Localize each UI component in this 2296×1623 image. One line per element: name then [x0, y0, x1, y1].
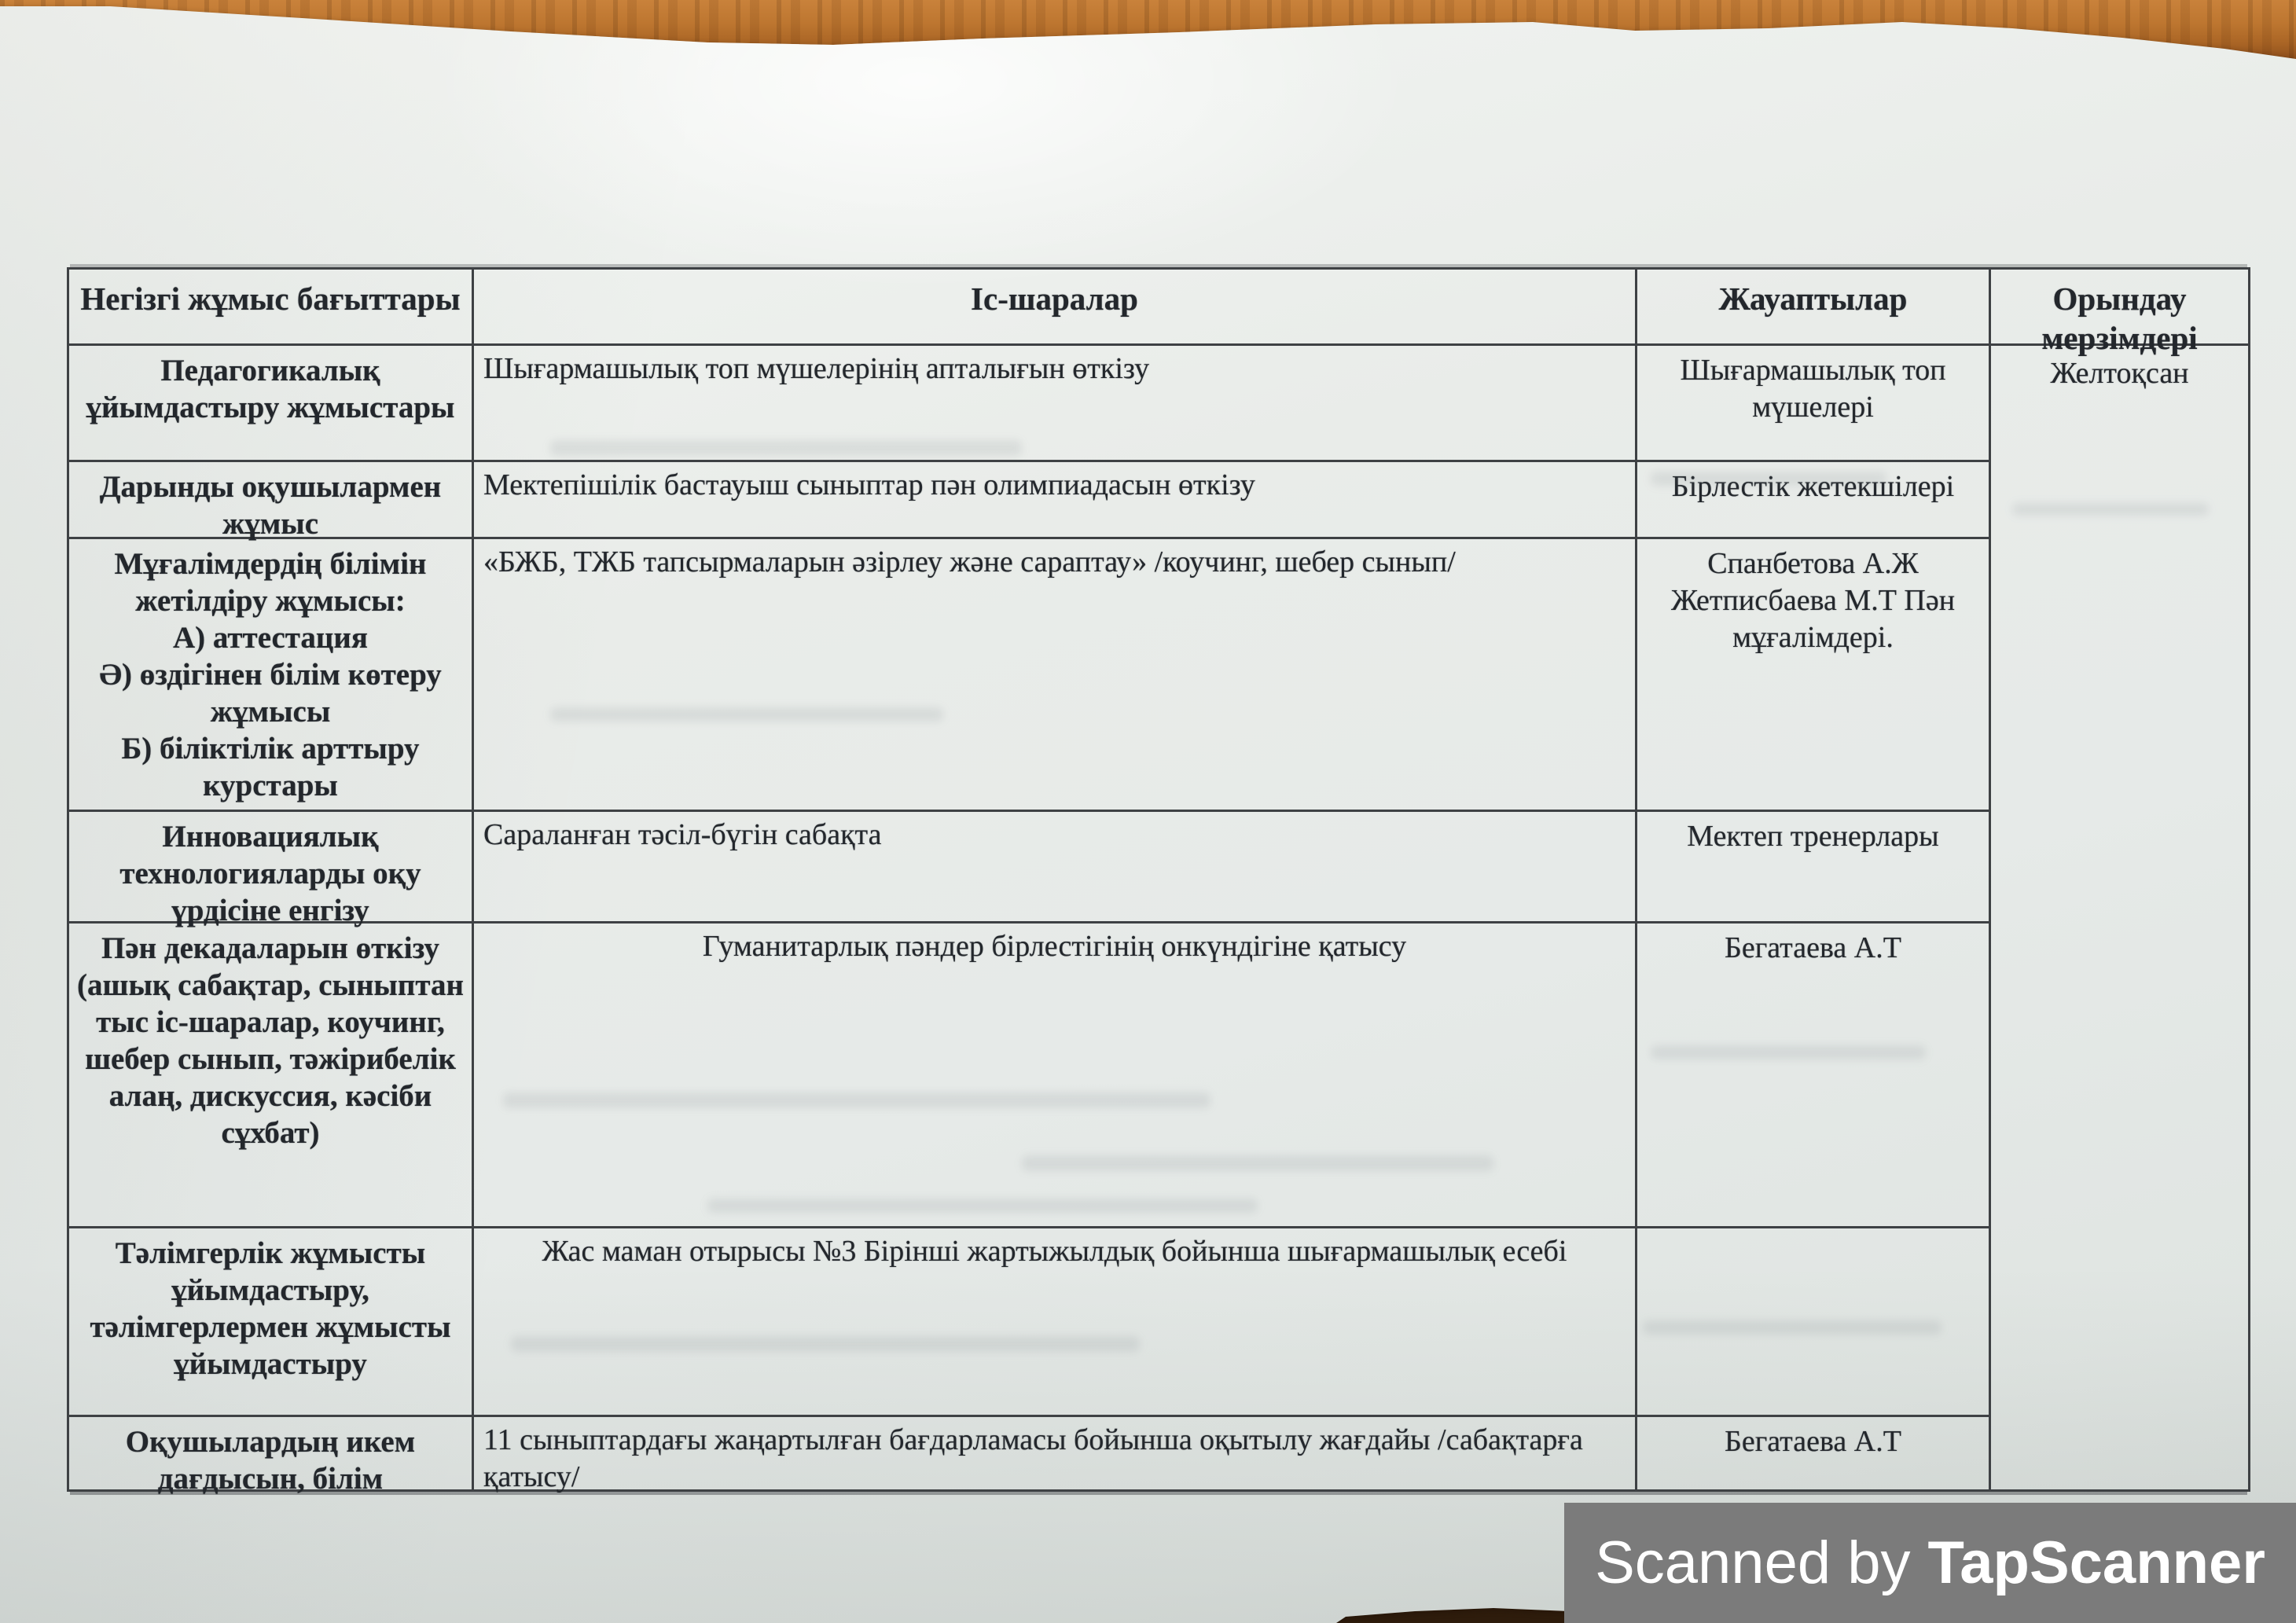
cell-responsible-row3: Спанбетова А.Ж Жетписбаева М.Т Пән мұғал…: [1637, 539, 1991, 812]
cell-direction-row7: Оқушылардың икем дағдысын, білім: [69, 1417, 474, 1496]
cell-direction-row1: Педагогикалық ұйымдастыру жұмыстары: [69, 346, 474, 462]
cell-responsible-row2: Бірлестік жетекшілері: [1637, 462, 1991, 539]
column-header-deadline: Орындау мерзімдері: [1991, 270, 2248, 356]
cell-direction-row2: Дарынды оқушылармен жұмыс: [69, 462, 474, 541]
work-plan-table: Негізгі жұмыс бағыттары Іс-шаралар Жауап…: [67, 267, 2250, 1496]
watermark-brand-text: TapScanner: [1927, 1529, 2265, 1596]
cell-activity-row4: Сараланған тәсіл-бүгін сабақта: [474, 812, 1637, 923]
cell-activity-row6: Жас маман отырысы №3 Бірінші жартыжылдық…: [474, 1228, 1637, 1417]
cell-responsible-row4: Мектеп тренерлары: [1637, 812, 1991, 923]
cell-direction-row6: Тәлімгерлік жұмысты ұйымдастыру, тәлімге…: [69, 1228, 474, 1417]
cell-direction-row3: Мұғалімдердің білімін жетілдіру жұмысы: …: [69, 539, 474, 812]
cell-activity-row1: Шығармашылық топ мүшелерінің апталығын ө…: [474, 346, 1637, 462]
cell-deadline-column: Желтоқсан: [2050, 357, 2189, 390]
cell-direction-row4: Инновациялық технологияларды оқу үрдісін…: [69, 812, 474, 927]
cell-responsible-row7: Бегатаева А.Т: [1637, 1417, 1991, 1489]
column-header-responsible: Жауаптылар: [1637, 270, 1991, 346]
cell-activity-row2: Мектепішілік бастауыш сыныптар пән олимп…: [474, 462, 1637, 539]
watermark-prefix-text: Scanned by: [1595, 1529, 1911, 1596]
cell-activity-row7: 11 сыныптардағы жаңартылған бағдарламасы…: [474, 1417, 1637, 1493]
tapscanner-watermark-bar: Scanned by TapScanner: [1564, 1503, 2296, 1623]
column-header-activities: Іс-шаралар: [474, 270, 1637, 346]
cell-direction-row5: Пән декадаларын өткізу (ашық сабақтар, с…: [69, 923, 474, 1228]
cell-activity-row3: «БЖБ, ТЖБ тапсырмаларын әзірлеу және сар…: [474, 539, 1637, 812]
cell-activity-row5: Гуманитарлық пәндер бірлестігінің онкүнд…: [474, 923, 1637, 1228]
cell-responsible-row6: [1637, 1228, 1991, 1417]
cell-responsible-row5: Бегатаева А.Т: [1637, 923, 1991, 1228]
cell-responsible-row1: Шығармашылық топ мүшелері: [1637, 346, 1991, 462]
column-header-directions: Негізгі жұмыс бағыттары: [69, 270, 474, 346]
